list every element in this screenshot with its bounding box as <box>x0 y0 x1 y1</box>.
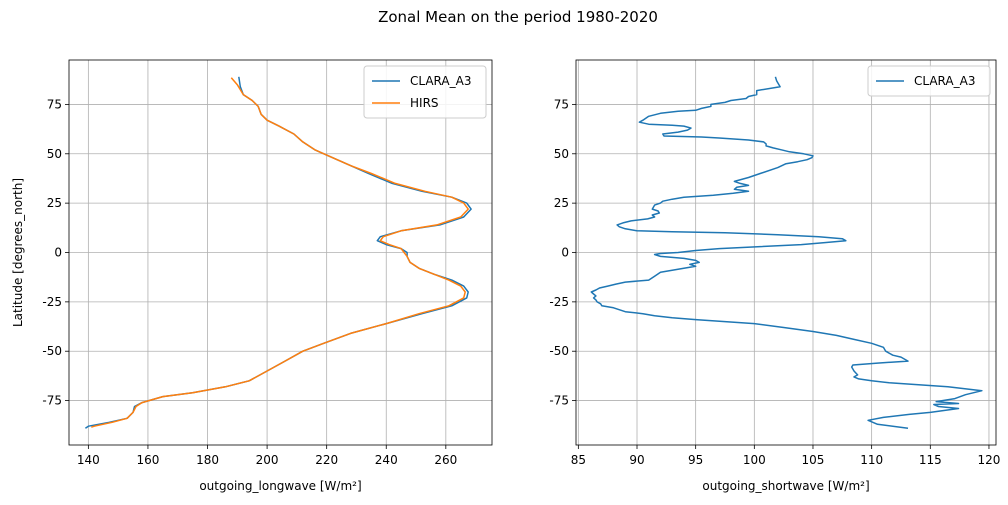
y-tick-label: -50 <box>549 344 569 358</box>
x-tick-label: 115 <box>919 453 942 467</box>
legend-label: HIRS <box>410 96 439 110</box>
x-axis-label: outgoing_shortwave [W/m²] <box>702 479 869 493</box>
y-tick-label: -50 <box>42 344 62 358</box>
x-tick-label: 240 <box>375 453 398 467</box>
y-tick-label: -25 <box>42 295 62 309</box>
y-tick-label: 75 <box>47 97 62 111</box>
legend-box <box>363 65 487 119</box>
x-axis-label: outgoing_longwave [W/m²] <box>199 479 361 493</box>
x-tick-label: 180 <box>196 453 219 467</box>
legend-label: CLARA_A3 <box>914 74 975 88</box>
x-tick-label: 90 <box>629 453 644 467</box>
y-tick-label: 75 <box>554 97 569 111</box>
x-tick-label: 200 <box>256 453 279 467</box>
y-tick-label: 25 <box>47 196 62 210</box>
legend-box <box>867 65 991 97</box>
y-tick-label: -75 <box>549 394 569 408</box>
x-tick-label: 140 <box>77 453 100 467</box>
x-tick-label: 220 <box>315 453 338 467</box>
x-tick-label: 160 <box>136 453 159 467</box>
legend: CLARA_A3 HIRS <box>363 65 487 119</box>
y-tick-label: 0 <box>561 246 569 260</box>
y-tick-label: -75 <box>42 394 62 408</box>
y-tick-label: 25 <box>554 196 569 210</box>
x-tick-label: 95 <box>688 453 703 467</box>
x-tick-label: 120 <box>978 453 1001 467</box>
x-tick-label: 260 <box>434 453 457 467</box>
y-tick-label: 50 <box>554 147 569 161</box>
y-tick-label: 0 <box>54 246 62 260</box>
shortwave-plot: 85 90 95 100 105 110 115 120 -75 -50 -25 0 25 50 75 out… <box>549 59 1001 493</box>
figure-title: Zonal Mean on the period 1980-2020 <box>378 8 658 26</box>
x-tick-label: 85 <box>571 453 586 467</box>
legend-label: CLARA_A3 <box>410 74 471 88</box>
series-line-clara-a3 <box>590 76 983 429</box>
x-tick-label: 105 <box>802 453 825 467</box>
longwave-plot: 140 160 180 200 220 240 260 -75 -50 -25 0 25 50 75 out… <box>11 59 493 493</box>
y-axis-label: Latitude [degrees_north] <box>11 178 25 327</box>
y-tick-label: -25 <box>549 295 569 309</box>
series-line-hirs <box>91 77 469 428</box>
x-tick-label: 110 <box>860 453 883 467</box>
legend: CLARA_A3 <box>867 65 991 97</box>
y-tick-label: 50 <box>47 147 62 161</box>
x-tick-label: 100 <box>743 453 766 467</box>
